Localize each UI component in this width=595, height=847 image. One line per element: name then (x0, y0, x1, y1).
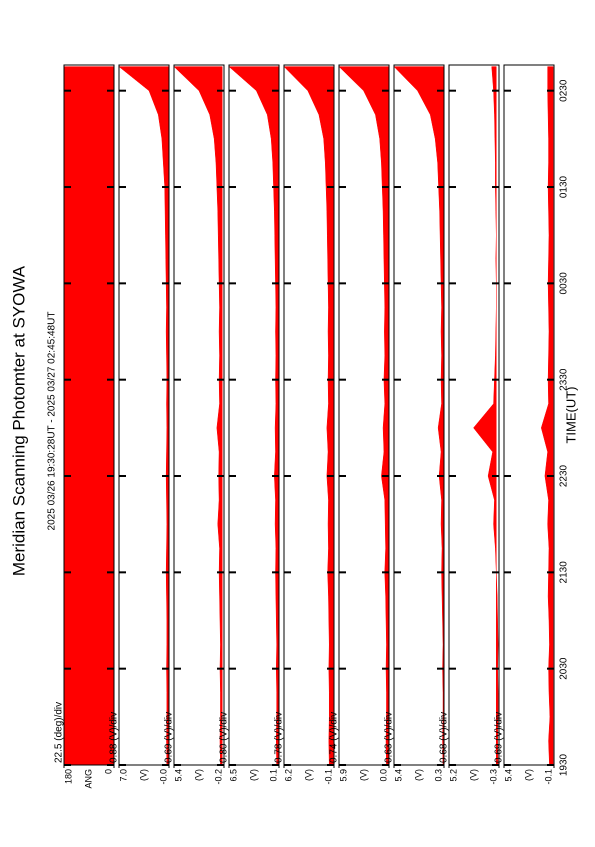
x-tick-label: 2130 (559, 561, 570, 584)
y-axis-label: (V) (413, 769, 423, 781)
signal-area (63, 66, 115, 766)
y-tick-label: -0.1 (543, 769, 553, 785)
y-tick-label: 5.4 (393, 769, 403, 782)
x-tick-label: 0230 (559, 79, 570, 102)
panel-scale-label: 0.74 (V)/div (329, 712, 340, 763)
panel-scale-label: 0.68 (V)/div (439, 712, 450, 763)
signal-area (393, 66, 445, 766)
panel-scale-label: 0.63 (V)/div (384, 712, 395, 763)
signal-area (228, 66, 280, 766)
y-tick-label: 0 (103, 769, 113, 774)
y-tick-label: -0.2 (213, 769, 223, 785)
y-tick-label: 6.5 (228, 769, 238, 782)
panel-scale-label: 0.69 (V)/div (164, 712, 175, 763)
panel-frame (393, 64, 445, 766)
y-tick-label: 5.4 (173, 769, 183, 782)
y-tick-label: 6.2 (283, 769, 293, 782)
y-tick-label: 5.4 (503, 769, 513, 782)
y-tick-label: 0.3 (433, 769, 443, 782)
y-tick-label: -0.3 (488, 769, 498, 785)
y-axis-label: (V) (523, 769, 533, 781)
x-tick-label: 0130 (559, 175, 570, 198)
x-tick-label: 1930 (559, 753, 570, 776)
panel-scale-label: 22.5 (deg)/div (54, 702, 65, 763)
chart-subtitle: 2025 03/26 19:30:28UT - 2025 03/27 02:45… (47, 312, 58, 531)
panel-scale-label: 0.69 (V)/div (494, 712, 505, 763)
signal-area (473, 66, 499, 766)
panel-frame (63, 64, 115, 766)
panel-frame (228, 64, 280, 766)
y-tick-label: 7.0 (118, 769, 128, 782)
x-axis-label: TIME(UT) (563, 386, 578, 443)
y-axis-label: (V) (303, 769, 313, 781)
y-tick-label: -0.1 (323, 769, 333, 785)
panel-scale-label: 0.78 (V)/div (274, 712, 285, 763)
panel-frame (118, 64, 170, 766)
panel-frame (173, 64, 225, 766)
x-tick-label: 0030 (559, 272, 570, 295)
y-tick-label: 5.9 (338, 769, 348, 782)
signal-area (118, 66, 170, 766)
panel-scale-label: 0.88 (V)/div (109, 712, 120, 763)
y-axis-label: (V) (358, 769, 368, 781)
y-axis-label: ANG (83, 769, 93, 789)
y-tick-label: 5.2 (448, 769, 458, 782)
signal-area (541, 66, 554, 766)
y-axis-label: (V) (468, 769, 478, 781)
panel-frame (448, 64, 500, 766)
x-tick-label: 2230 (559, 464, 570, 487)
y-axis-label: (V) (138, 769, 148, 781)
x-tick-label: 2330 (559, 368, 570, 391)
y-axis-label: (V) (248, 769, 258, 781)
x-tick-label: 2030 (559, 657, 570, 680)
panel-frame (283, 64, 335, 766)
signal-area (173, 66, 223, 766)
signal-area (283, 66, 334, 766)
panel-frame (503, 64, 555, 766)
y-tick-label: -0.0 (158, 769, 168, 785)
y-axis-label: (V) (193, 769, 203, 781)
panel-frame (338, 64, 390, 766)
y-tick-label: 0.0 (378, 769, 388, 782)
y-tick-label: 180 (63, 769, 73, 784)
panel-scale-label: 0.80 (V)/div (219, 712, 230, 763)
rotated-chart: Meridian Scanning Photomter at SYOWA 202… (9, 64, 578, 789)
signal-area (338, 66, 390, 766)
y-tick-label: 0.1 (268, 769, 278, 782)
chart-title: Meridian Scanning Photomter at SYOWA (9, 265, 28, 576)
